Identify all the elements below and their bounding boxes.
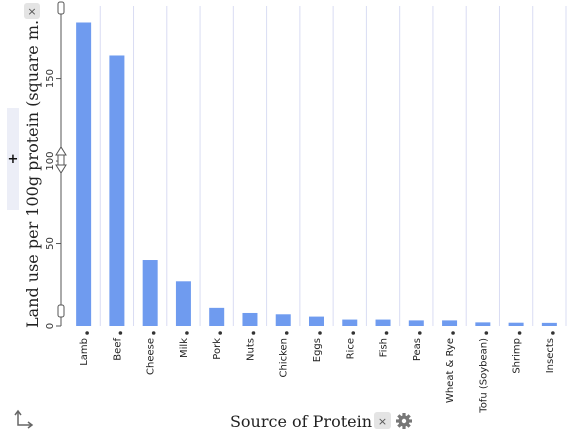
category-drag-dot[interactable]	[518, 331, 522, 335]
y-axis-label-remove-icon[interactable]: ×	[27, 5, 36, 18]
category-drag-dot[interactable]	[152, 331, 156, 335]
x-tick-label: Pork	[212, 338, 223, 360]
bar-rice[interactable]	[342, 320, 357, 326]
grid-lines	[100, 6, 566, 326]
category-drag-dot[interactable]	[451, 331, 455, 335]
x-tick-label: Insects	[545, 338, 556, 373]
y-tick-label: 50	[45, 237, 56, 250]
x-tick-label: Wheat & Rye	[445, 338, 456, 403]
category-drag-dot[interactable]	[485, 331, 489, 335]
bar-shrimp[interactable]	[509, 323, 524, 326]
bar-insects[interactable]	[542, 323, 557, 326]
y-axis-drag-handle-middle[interactable]	[56, 147, 66, 173]
bar-nuts[interactable]	[242, 313, 257, 326]
category-drag-dot[interactable]	[551, 331, 555, 335]
x-axis-category-labels: Lamb Beef Cheese Milk Pork Nuts Chicken Eggs Ric…	[79, 331, 556, 414]
bar-beef[interactable]	[109, 55, 124, 326]
x-tick-label: Cheese	[146, 338, 157, 375]
add-attribute-plus[interactable]: +	[8, 152, 19, 167]
bar-lamb[interactable]	[76, 22, 91, 326]
category-drag-dot[interactable]	[185, 331, 189, 335]
x-tick-label: Beef	[112, 338, 123, 361]
bar-peas[interactable]	[409, 320, 424, 326]
bar-milk[interactable]	[176, 281, 191, 326]
x-tick-label: Tofu (Soybean)	[478, 338, 489, 414]
axis-swap-icon[interactable]	[15, 411, 32, 428]
y-tick-label: 0	[45, 323, 56, 329]
x-axis-label-remove-icon[interactable]: ×	[378, 415, 387, 428]
x-tick-label: Shrimp	[512, 338, 523, 374]
y-axis-label: Land use per 100g protein (square m...	[23, 10, 42, 328]
bar-eggs[interactable]	[309, 317, 324, 326]
category-drag-dot[interactable]	[85, 331, 89, 335]
bar-cheese[interactable]	[143, 260, 158, 326]
category-drag-dot[interactable]	[418, 331, 422, 335]
category-drag-dot[interactable]	[218, 331, 222, 335]
y-tick-label: 100	[45, 152, 56, 171]
category-drag-dot[interactable]	[285, 331, 289, 335]
category-drag-dot[interactable]	[385, 331, 389, 335]
bars-group	[76, 22, 557, 326]
category-drag-dot[interactable]	[252, 331, 256, 335]
bar-wheat-rye[interactable]	[442, 320, 457, 326]
bar-tofu-soybean[interactable]	[475, 322, 490, 326]
x-tick-label: Milk	[179, 338, 190, 358]
bar-pork[interactable]	[209, 308, 224, 326]
x-tick-label: Chicken	[279, 338, 290, 378]
category-drag-dot[interactable]	[119, 331, 123, 335]
category-drag-dot[interactable]	[318, 331, 322, 335]
x-tick-label: Peas	[412, 338, 423, 361]
x-axis-label: Source of Protein	[230, 412, 372, 431]
x-tick-label: Nuts	[245, 338, 256, 361]
y-tick-label: 150	[45, 69, 56, 88]
bar-fish[interactable]	[376, 320, 391, 326]
gear-icon[interactable]	[396, 413, 412, 429]
x-tick-label: Rice	[345, 338, 356, 359]
y-axis-drag-handle-top[interactable]	[58, 2, 64, 14]
x-tick-label: Eggs	[312, 338, 323, 362]
x-tick-label: Lamb	[79, 338, 90, 366]
y-axis-drag-handle-bottom[interactable]	[58, 305, 64, 317]
category-drag-dot[interactable]	[351, 331, 355, 335]
x-tick-label: Fish	[379, 338, 390, 357]
bar-chicken[interactable]	[276, 314, 291, 326]
